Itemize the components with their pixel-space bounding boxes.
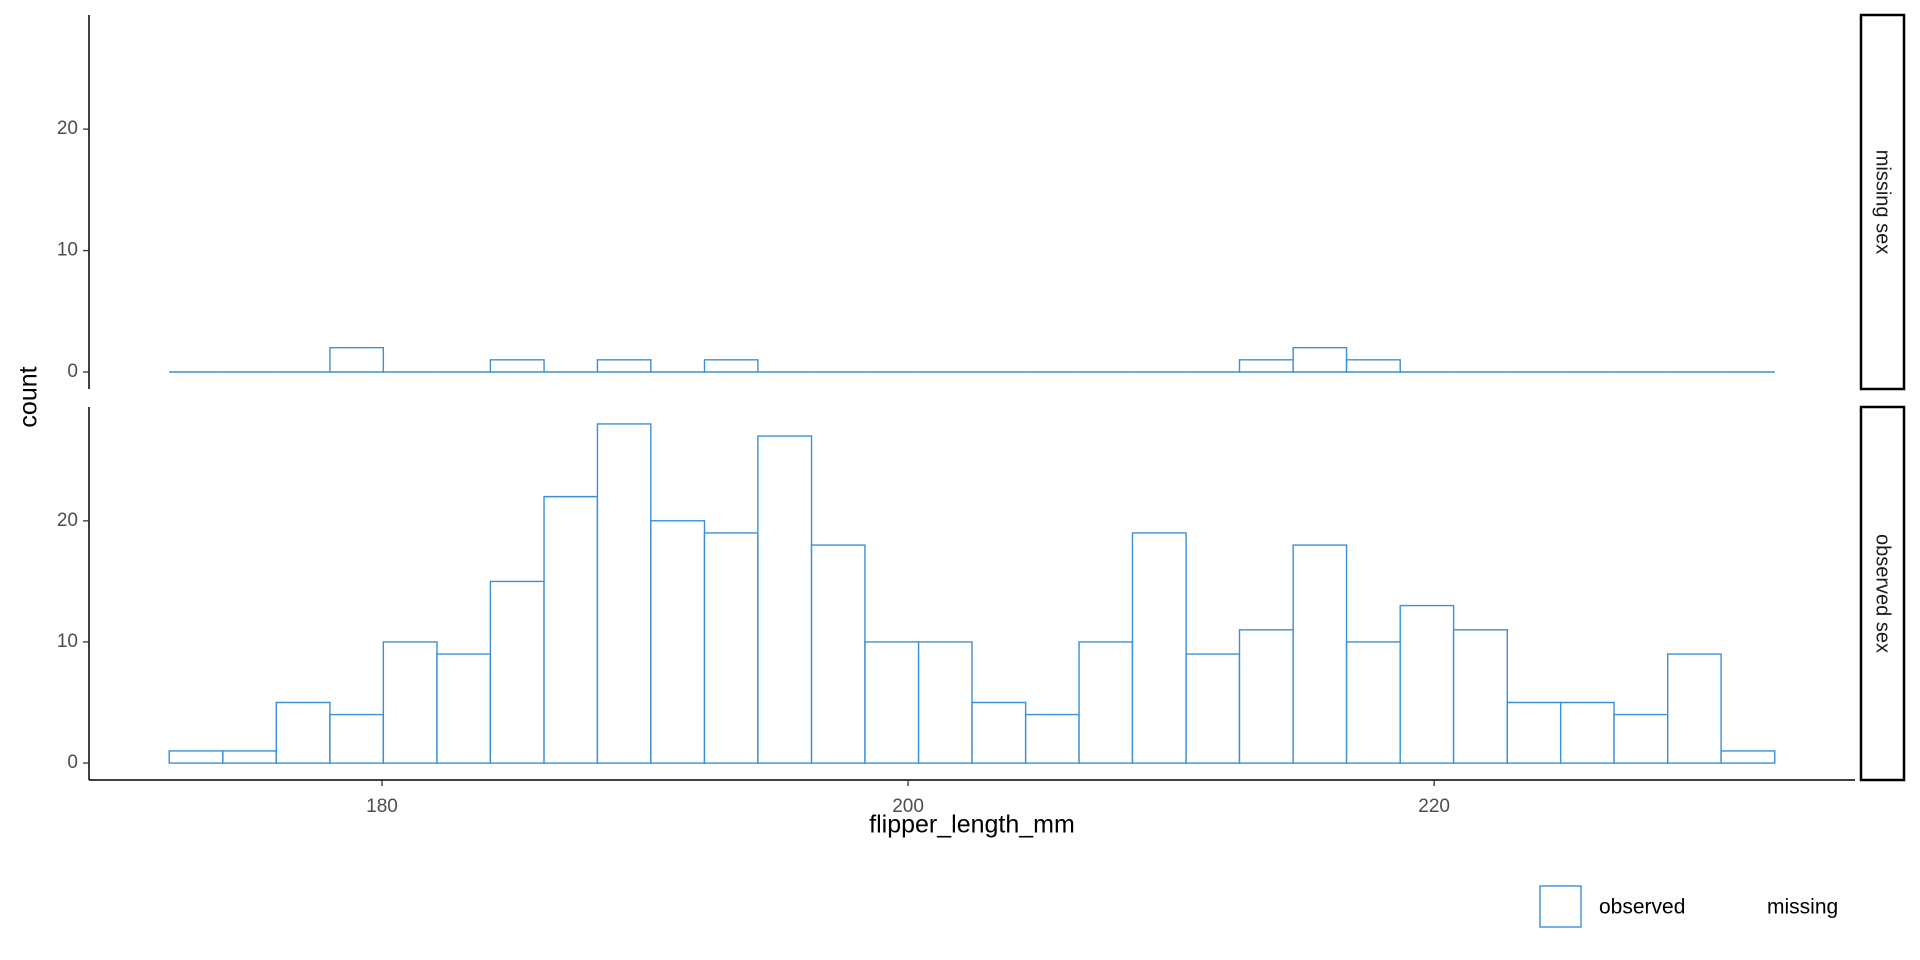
bar [971,701,1027,764]
bar [864,641,920,764]
x-tick-label: 200 [892,796,924,817]
bar [489,580,545,764]
y-tick-label: 20 [57,510,78,531]
y-tick-label: 0 [67,752,78,773]
bar [757,435,813,764]
bar [1506,701,1562,764]
legend-key [1539,885,1582,928]
bar [489,359,545,373]
x-tick-label: 180 [366,796,398,817]
y-tick-label: 0 [67,361,78,382]
legend-key [1708,886,1749,927]
legend-label: observed [1599,896,1685,919]
bar [1559,701,1615,764]
facet-strip [1859,405,1906,782]
bar [1667,653,1722,764]
facet-strip [1859,13,1906,391]
bar [1238,629,1294,764]
bar [1613,713,1669,764]
bar [917,641,973,764]
bar [1345,359,1401,373]
bar [1131,532,1187,764]
bar [222,750,277,764]
bar [436,653,492,764]
bar [1292,544,1348,764]
bar [1399,604,1455,764]
bar [1024,713,1080,764]
bar [810,544,866,764]
facet-label: missing sex [1872,150,1894,254]
x-tick-label: 220 [1418,796,1450,817]
bar [1238,359,1294,373]
bar [1292,347,1348,373]
bar [329,713,385,764]
bar [1720,750,1776,764]
y-axis-title: count [15,366,43,427]
facet-label: observed sex [1872,534,1894,653]
bar [1452,629,1508,764]
y-tick-label: 10 [57,631,78,652]
bar [1345,641,1401,764]
bar [703,359,759,373]
bar [703,532,759,764]
bar [543,495,599,764]
y-tick-label: 10 [57,240,78,261]
bar [168,750,224,764]
y-tick-label: 20 [57,118,78,139]
x-axis-title: flipper_length_mm [869,811,1075,839]
bar [382,641,438,764]
legend-label: missing [1767,896,1838,919]
bar [650,520,706,764]
bar [596,359,652,373]
bar [596,423,652,764]
bar [329,347,385,373]
bar [1078,641,1134,764]
bar [275,701,331,764]
bar [1185,653,1241,764]
